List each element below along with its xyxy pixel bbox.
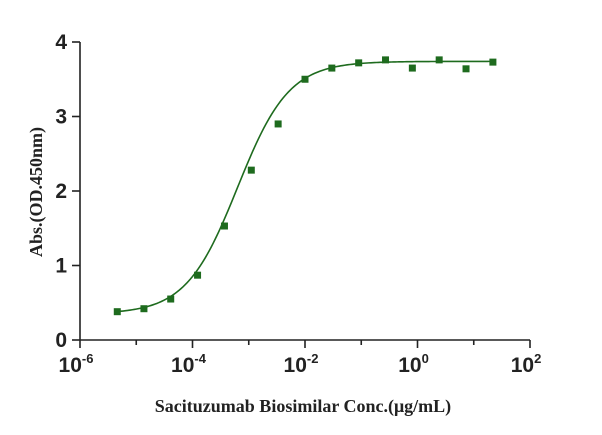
x-tick-exponent: -2 [307, 351, 319, 366]
x-tick-base: 10 [398, 354, 421, 377]
data-point [167, 295, 175, 303]
data-point [274, 120, 282, 128]
data-point [220, 222, 228, 230]
y-tick-label: 0 [55, 329, 67, 352]
x-tick-label: 100 [398, 351, 429, 377]
x-tick-label: 102 [511, 351, 542, 377]
data-point [408, 64, 416, 72]
y-tick-label: 3 [55, 106, 67, 129]
y-axis-title: Abs.(OD.450nm) [26, 127, 47, 257]
data-point [113, 308, 121, 316]
data-point [435, 56, 443, 64]
x-tick-base: 10 [511, 354, 534, 377]
fit-curve [117, 60, 493, 313]
data-point [194, 271, 202, 279]
data-point [382, 56, 390, 64]
y-axis: 0 1 2 3 4 [55, 31, 81, 352]
data-point [328, 64, 336, 72]
x-tick-base: 10 [59, 354, 82, 377]
data-point [140, 305, 148, 313]
data-points [113, 56, 497, 316]
data-point [301, 75, 309, 83]
data-point [489, 58, 497, 66]
x-tick-base: 10 [171, 354, 194, 377]
data-point [462, 65, 470, 73]
y-tick-label: 2 [55, 180, 67, 203]
x-tick-label: 10-6 [59, 351, 94, 377]
y-tick-label: 1 [55, 255, 67, 278]
x-tick-exponent: 2 [534, 351, 541, 366]
x-axis: 10-6 10-4 10-2 100 102 [59, 339, 542, 377]
data-point [355, 59, 363, 67]
x-tick-exponent: -4 [194, 351, 206, 366]
y-tick-label: 4 [55, 31, 67, 54]
x-tick-base: 10 [284, 354, 307, 377]
x-axis-title: Sacituzumab Biosimilar Conc.(μg/mL) [155, 396, 451, 417]
data-point [247, 166, 255, 174]
x-tick-label: 10-4 [171, 351, 207, 377]
x-tick-exponent: -6 [82, 351, 94, 366]
x-tick-label: 10-2 [284, 351, 319, 377]
x-tick-exponent: 0 [422, 351, 429, 366]
